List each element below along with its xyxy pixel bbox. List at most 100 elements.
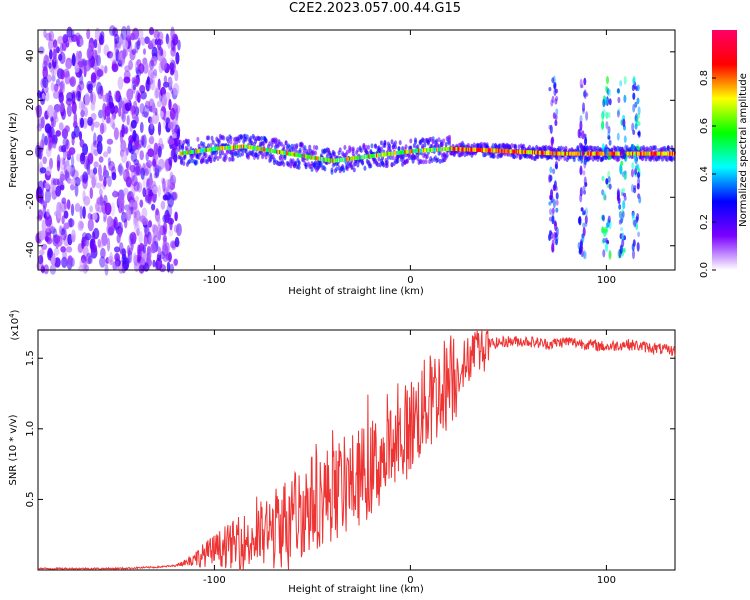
heatmap-cell	[139, 121, 144, 134]
heatmap-cell	[530, 155, 534, 161]
heatmap-cell	[166, 203, 173, 218]
heatmap-cell	[120, 248, 127, 256]
heatmap-cell	[133, 214, 138, 226]
heatmap-cell	[49, 157, 53, 170]
heatmap-cell	[64, 71, 71, 85]
heatmap-cell	[180, 151, 182, 156]
heatmap-cell	[422, 148, 424, 153]
heatmap-cell	[551, 77, 555, 84]
heatmap-cell	[80, 254, 87, 264]
heatmap-cell	[490, 148, 493, 153]
heatmap-cell	[511, 149, 513, 154]
heatmap-cell	[369, 154, 371, 159]
heatmap-cell	[292, 152, 295, 157]
heatmap-cell	[424, 159, 428, 165]
heatmap-cell	[391, 151, 394, 156]
heatmap-cell	[481, 148, 484, 153]
heatmap-cell	[583, 159, 587, 164]
heatmap-cell	[621, 209, 625, 215]
heatmap-cell	[347, 157, 350, 161]
heatmap-cell	[151, 46, 158, 59]
heatmap-cell	[146, 247, 152, 261]
heatmap-cell	[380, 153, 382, 157]
heatmap-cell	[37, 180, 45, 194]
heatmap-cell	[254, 146, 257, 151]
heatmap-cell	[155, 257, 163, 271]
heatmap-cell	[608, 250, 612, 260]
heatmap-cell	[42, 66, 48, 80]
heatmap-cell	[640, 151, 643, 156]
heatmap-cell	[159, 110, 164, 118]
heatmap-cell	[297, 160, 301, 166]
heatmap-cell	[438, 147, 441, 152]
heatmap-xtick-label: 0	[407, 275, 413, 286]
heatmap-cell	[248, 145, 251, 150]
heatmap-cell	[45, 235, 49, 242]
heatmap-cell	[581, 130, 585, 140]
heatmap-cell	[460, 147, 462, 152]
heatmap-cell	[422, 159, 426, 165]
heatmap-cell	[384, 152, 387, 157]
heatmap-cell	[582, 226, 586, 237]
heatmap-cell	[389, 151, 392, 156]
heatmap-cell	[151, 102, 156, 114]
heatmap-cell	[145, 188, 152, 202]
heatmap-cell	[552, 198, 556, 209]
heatmap-cell	[631, 243, 635, 252]
heatmap-cell	[322, 157, 324, 162]
heatmap-cell	[129, 164, 136, 173]
heatmap-cell	[671, 151, 673, 156]
heatmap-cell	[55, 185, 62, 197]
heatmap-cell	[83, 195, 91, 206]
heatmap-cell	[261, 151, 265, 157]
heatmap-cell	[292, 143, 296, 149]
heatmap-cell	[179, 151, 181, 156]
heatmap-cell	[71, 154, 75, 168]
heatmap-cell	[653, 151, 655, 156]
heatmap-cell	[348, 156, 351, 161]
heatmap-cell	[62, 158, 66, 166]
heatmap-cell	[546, 151, 549, 156]
heatmap-cell	[61, 145, 67, 153]
heatmap-cell	[241, 144, 244, 149]
heatmap-cell	[44, 123, 52, 134]
heatmap-cell	[46, 225, 52, 233]
heatmap-cell	[554, 232, 558, 239]
heatmap-cell	[352, 156, 355, 161]
heatmap-cell	[136, 181, 143, 193]
heatmap-cell	[510, 143, 514, 149]
heatmap-cell	[297, 153, 300, 158]
heatmap-cell	[467, 147, 469, 152]
heatmap-cell	[585, 207, 588, 217]
heatmap-cell	[301, 142, 305, 148]
heatmap-cell	[157, 216, 161, 227]
heatmap-cell	[377, 156, 381, 162]
heatmap-cell	[662, 151, 664, 156]
heatmap-cell	[66, 199, 71, 210]
heatmap-cell	[643, 151, 646, 156]
heatmap-cell	[557, 151, 559, 156]
heatmap-cell	[147, 68, 154, 80]
heatmap-cell	[440, 147, 443, 152]
heatmap-cell	[439, 147, 442, 152]
heatmap-cell	[407, 149, 410, 154]
heatmap-cell	[566, 151, 568, 156]
heatmap-cell	[310, 167, 314, 172]
heatmap-cell	[464, 147, 466, 152]
heatmap-cell	[447, 146, 450, 151]
snr-xtick-label: 100	[597, 575, 616, 586]
heatmap-cell	[581, 233, 585, 243]
heatmap-cell	[548, 87, 552, 92]
heatmap-cell	[502, 149, 505, 153]
heatmap-cell	[175, 51, 180, 65]
heatmap-cell	[527, 150, 529, 155]
heatmap-cell	[117, 76, 124, 90]
heatmap-cell	[303, 145, 307, 151]
heatmap-cell	[618, 210, 622, 219]
heatmap-cell	[637, 193, 641, 200]
heatmap-cell	[66, 246, 73, 253]
heatmap-cell	[484, 151, 488, 157]
colorbar-label: Normalized spectral amplitude	[738, 73, 749, 227]
heatmap-cell	[144, 36, 150, 45]
heatmap-cell	[167, 121, 174, 129]
